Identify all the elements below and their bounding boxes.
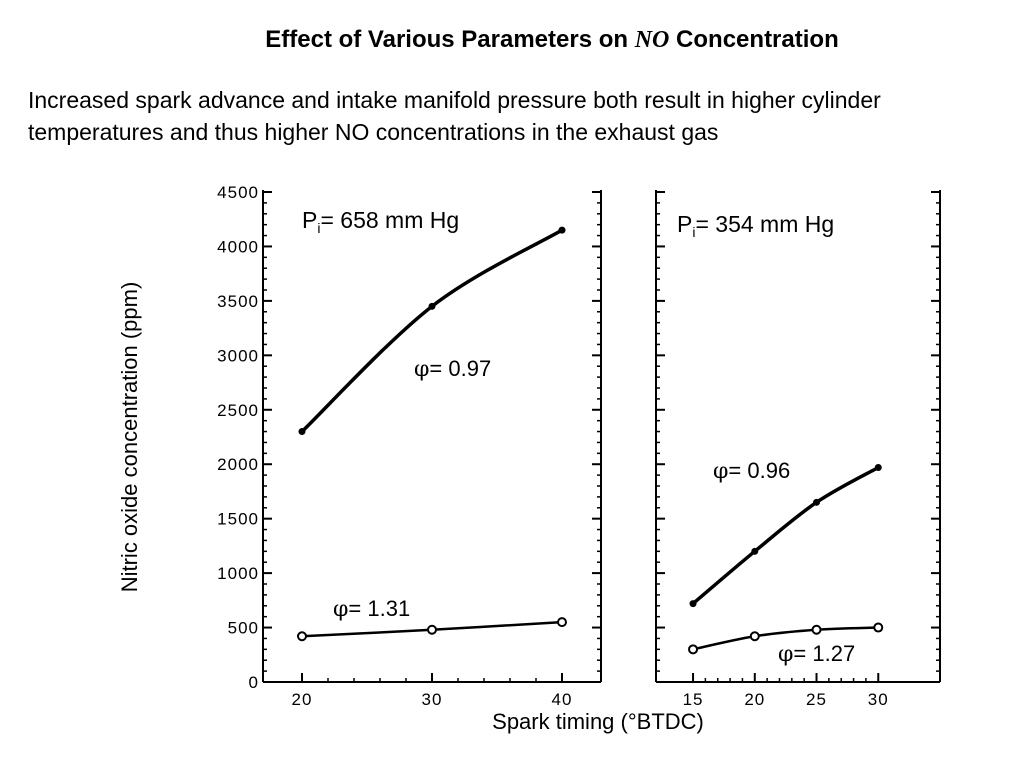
x-tick-label: 20 [292,690,313,709]
title-text-em: NO [634,27,670,53]
right-series [688,463,884,655]
right-series-2-point [688,644,699,655]
left-series-2-point [557,617,567,628]
left-series-1-point [298,428,306,436]
x-axis-label: Spark timing (°BTDC) [492,709,704,734]
left-series-1-point [558,226,566,234]
x-tick-label: 40 [552,690,573,709]
y-tick-label: 4500 [217,183,259,202]
left-x-ticks: 20 30 40 [292,673,573,709]
x-tick-label: 20 [744,690,765,709]
left-series [297,226,567,642]
left-y-ticks: 0 500 1000 1500 2000 2500 3000 3500 4000 4500 [217,183,601,692]
right-series-1-line [691,465,880,605]
left-series-2-label: φ= 1.31 [333,596,410,622]
y-tick-label: 3500 [217,292,259,311]
right-x-ticks: 15 20 25 30 [683,673,889,709]
right-series-1-point [813,498,821,506]
y-tick-label: 0 [249,673,259,692]
y-tick-label: 500 [228,619,259,638]
x-tick-label: 30 [422,690,443,709]
right-series-2-line [692,626,879,651]
y-tick-label: 2500 [217,401,259,420]
y-tick-label: 4000 [217,237,259,256]
left-panel-label: Pi= 658 mm Hg [302,207,459,236]
left-series-2-point [297,631,307,642]
right-y-ticks [656,191,940,683]
left-series-2-point [427,624,437,635]
slide-subtitle: Increased spark advance and intake manif… [28,87,881,145]
right-series-1-point [874,463,882,471]
right-series-2-point [749,631,760,642]
right-series-2-label: φ= 1.27 [778,641,855,667]
x-tick-label: 15 [683,690,704,709]
x-tick-label: 25 [806,690,827,709]
y-axis-label: Nitric oxide concentration (ppm) [117,282,142,593]
right-series-2-point [873,622,884,633]
slide-title: Effect of Various Parameters on NO Conce… [0,26,1024,54]
left-series-1-point [428,302,436,310]
left-series-1-label: φ= 0.97 [414,356,491,382]
right-series-1-label: φ= 0.96 [713,458,790,484]
y-tick-label: 1500 [217,510,259,529]
title-text-post: Concentration [669,26,839,53]
y-tick-label: 1000 [217,564,259,583]
right-series-2-point [811,624,822,635]
right-panel: 15 20 25 30 Pi= 354 mm Hg φ= 0.96 φ= 1.27 [655,190,941,709]
right-panel-label: Pi= 354 mm Hg [677,211,834,240]
left-series-1-line [300,228,563,433]
x-tick-label: 30 [868,690,889,709]
right-series-1-point [689,600,697,608]
left-panel: 0 500 1000 1500 2000 2500 3000 3500 4000 4500 20 3… [217,183,602,709]
y-tick-label: 2000 [217,455,259,474]
right-series-1-point [751,547,759,555]
y-tick-label: 3000 [217,346,259,365]
title-text-pre: Effect of Various Parameters on [265,26,635,53]
